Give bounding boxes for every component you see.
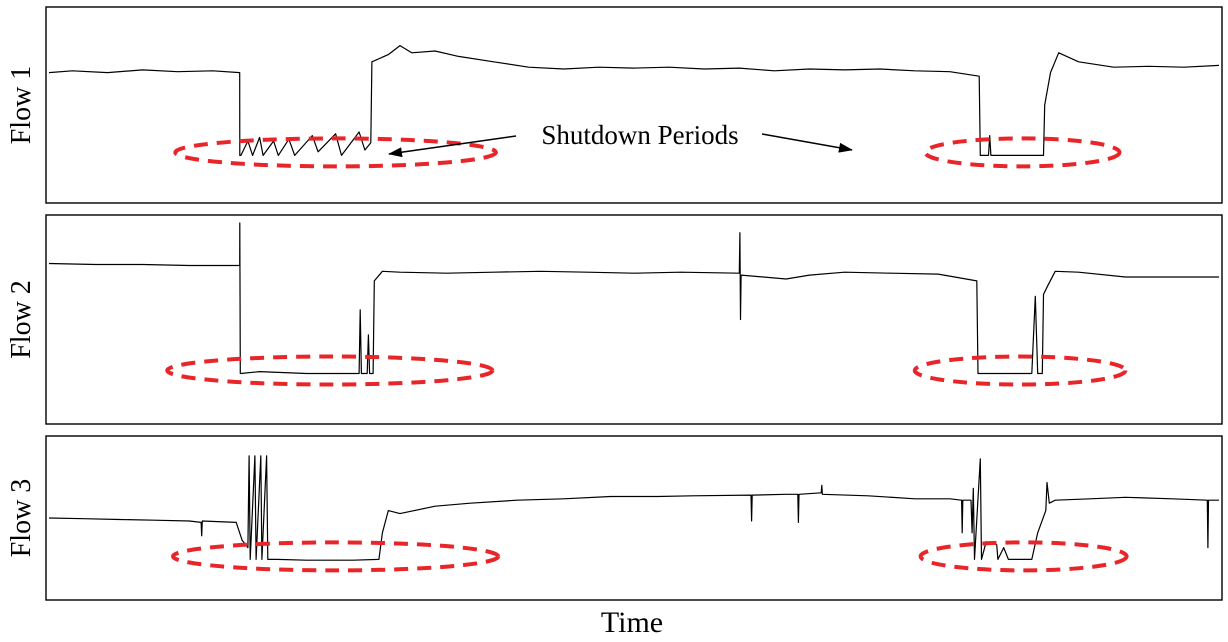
shutdown-ellipse-3-2 <box>918 540 1129 573</box>
panel-frame <box>45 435 1223 601</box>
panel-frame <box>45 6 1223 204</box>
shutdown-ellipse-1-2 <box>923 136 1122 169</box>
annotation-arrow-right <box>761 133 853 153</box>
panel-3: Flow 3 <box>6 435 1223 601</box>
shutdown-ellipse-2-2 <box>912 354 1128 387</box>
shutdown-ellipse-3-1 <box>171 540 501 573</box>
x-axis-label: Time <box>601 606 663 639</box>
series-line-2 <box>48 222 1219 375</box>
series-line-1 <box>48 45 1220 156</box>
shutdown-ellipse-2-1 <box>165 354 495 387</box>
panel-1: Flow 1 <box>6 6 1223 204</box>
shutdown-ellipse-1-1 <box>173 136 498 169</box>
series-line-3 <box>48 455 1219 561</box>
shutdown-annotation: Shutdown Periods <box>388 120 853 158</box>
y-axis-label-3: Flow 3 <box>6 479 37 558</box>
annotation-arrow-left <box>388 135 517 158</box>
panel-2: Flow 2 <box>6 214 1223 425</box>
y-axis-label-1: Flow 1 <box>6 66 37 145</box>
panels-layer: Flow 1 Flow 2 Flow 3 <box>6 6 1223 601</box>
y-axis-label-2: Flow 2 <box>6 280 37 359</box>
panel-frame <box>45 214 1223 425</box>
annotation-label: Shutdown Periods <box>541 120 738 150</box>
